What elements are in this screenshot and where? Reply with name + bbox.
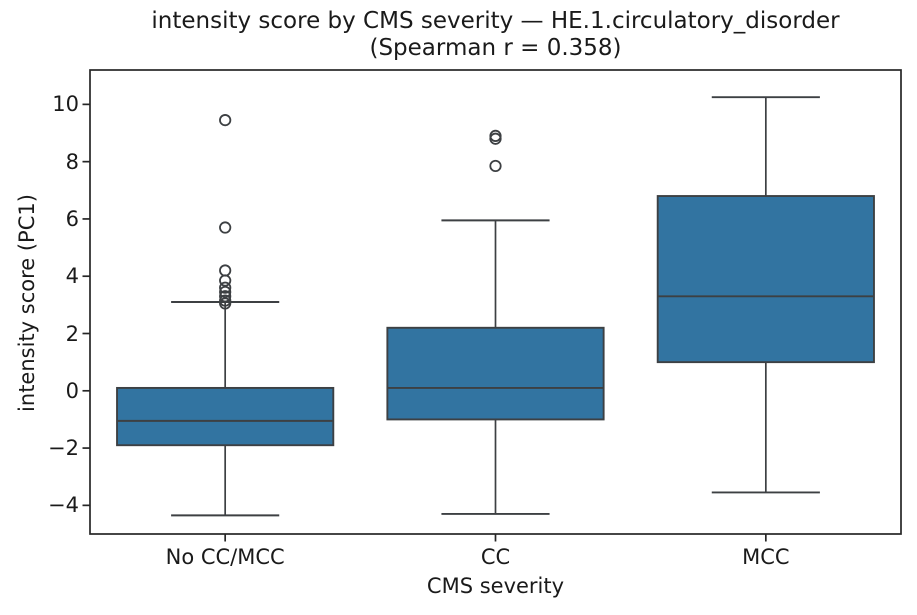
y-tick-label: −4 <box>48 493 79 518</box>
y-tick-label: 8 <box>65 149 79 174</box>
outlier-point <box>219 221 232 234</box>
x-category-label: CC <box>480 545 511 569</box>
y-tick-label: 10 <box>52 92 79 117</box>
chart-title: intensity score by CMS severity — HE.1.c… <box>90 8 901 62</box>
x-axis-label: CMS severity <box>426 574 565 598</box>
outlier-point <box>219 294 232 307</box>
y-axis-label: intensity score (PC1) <box>15 194 39 412</box>
outlier-point <box>219 264 232 277</box>
iqr-box <box>656 195 875 364</box>
y-tick-label: −2 <box>48 436 79 461</box>
chart-title-line1: intensity score by CMS severity — HE.1.c… <box>151 8 840 34</box>
outlier-point <box>219 274 232 287</box>
outlier-point <box>219 285 232 299</box>
y-tick-label: 2 <box>65 321 79 346</box>
outlier-point <box>219 290 232 303</box>
outlier-point <box>489 159 502 173</box>
outlier-point <box>219 114 232 127</box>
y-tick-label: 4 <box>65 264 79 289</box>
iqr-box <box>116 386 335 447</box>
iqr-box <box>386 326 605 421</box>
outlier-point <box>489 129 502 142</box>
y-tick-label: 0 <box>65 378 79 403</box>
y-tick-label: 6 <box>65 206 79 231</box>
outlier-point <box>219 281 232 294</box>
x-category-label: MCC <box>742 545 790 569</box>
x-category-label: No CC/MCC <box>165 545 285 569</box>
chart-title-line2: (Spearman r = 0.358) <box>369 35 622 61</box>
